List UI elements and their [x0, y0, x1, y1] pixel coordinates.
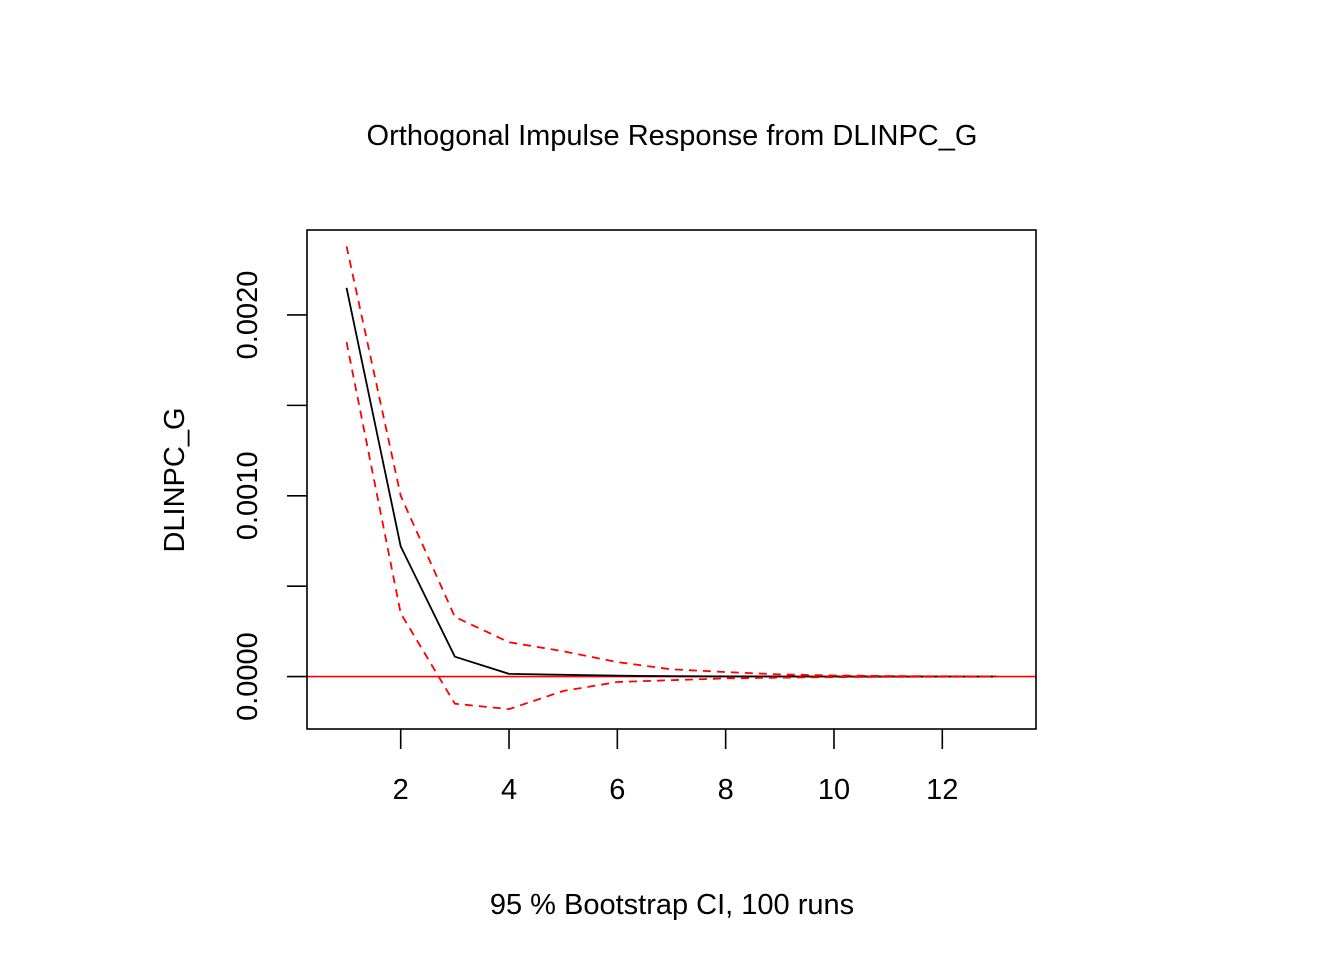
- x-tick-label-6: 6: [609, 774, 625, 806]
- x-axis-label: 95 % Bootstrap CI, 100 runs: [490, 889, 854, 921]
- y-tick-label-4: 0.0020: [232, 271, 264, 360]
- x-tick-label-8: 8: [718, 774, 734, 806]
- plot-layer: 2 4 6 8 10 12 0.0000 0.0010 0.0020: [232, 229, 1037, 806]
- y-tick-label-2: 0.0010: [232, 451, 264, 540]
- series-response-line: [345, 287, 997, 678]
- series-lower-line: [345, 341, 997, 711]
- x-tick-label-12: 12: [926, 774, 958, 806]
- plot-frame: [306, 229, 1037, 730]
- chart-title: Orthogonal Impulse Response from DLINPC_…: [367, 120, 978, 152]
- x-tick-label-4: 4: [501, 774, 517, 806]
- x-tick-label-2: 2: [393, 774, 409, 806]
- x-tick-label-10: 10: [818, 774, 850, 806]
- series-upper-line: [345, 246, 997, 678]
- y-axis-label: DLINPC_G: [159, 407, 191, 552]
- y-tick-label-0: 0.0000: [232, 632, 264, 721]
